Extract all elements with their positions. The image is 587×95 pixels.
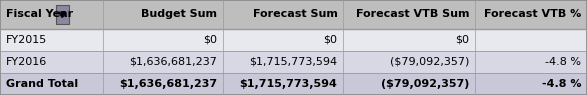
Text: FY2015: FY2015: [6, 35, 47, 45]
Text: $1,636,681,237: $1,636,681,237: [119, 79, 217, 89]
Text: $0: $0: [456, 35, 470, 45]
Text: ($79,092,357): ($79,092,357): [381, 79, 470, 89]
Text: $1,715,773,594: $1,715,773,594: [249, 57, 338, 67]
Text: -4.8 %: -4.8 %: [545, 57, 581, 67]
Bar: [0, 28, 587, 51]
Text: Forecast VTB %: Forecast VTB %: [484, 9, 581, 19]
Polygon shape: [59, 12, 66, 18]
Text: $0: $0: [323, 35, 338, 45]
Text: $1,636,681,237: $1,636,681,237: [129, 57, 217, 67]
Text: Forecast VTB Sum: Forecast VTB Sum: [356, 9, 470, 19]
Bar: [0, 51, 587, 73]
Bar: [0, 0, 587, 28]
Text: ($79,092,357): ($79,092,357): [390, 57, 470, 67]
FancyBboxPatch shape: [56, 5, 69, 24]
Text: Grand Total: Grand Total: [6, 79, 78, 89]
Text: -4.8 %: -4.8 %: [542, 79, 581, 89]
Bar: [0, 73, 587, 95]
Text: Forecast Sum: Forecast Sum: [252, 9, 338, 19]
Text: Fiscal Year: Fiscal Year: [6, 9, 73, 19]
Text: $1,715,773,594: $1,715,773,594: [239, 79, 338, 89]
Text: Budget Sum: Budget Sum: [141, 9, 217, 19]
Text: $0: $0: [203, 35, 217, 45]
Text: FY2016: FY2016: [6, 57, 47, 67]
